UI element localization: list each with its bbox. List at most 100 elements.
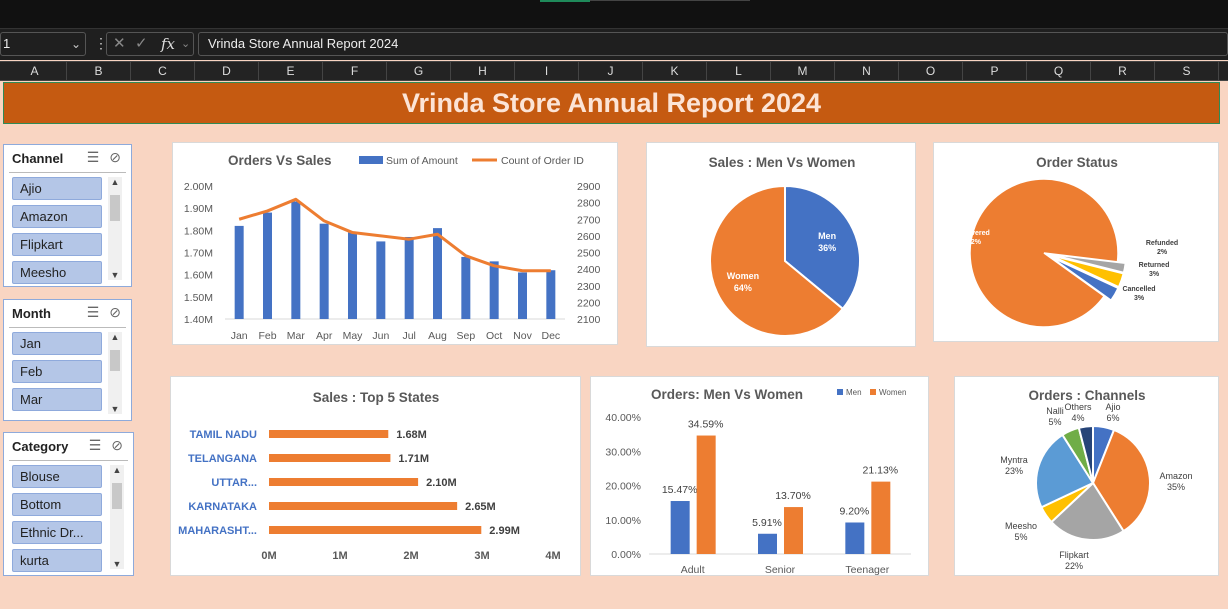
fx-button[interactable]: fx <box>161 35 176 53</box>
amount-bar[interactable] <box>376 241 386 319</box>
orders-channels-chart[interactable]: Orders : Channels Ajio 6% Amazon 35% Flipkar… <box>954 376 1219 576</box>
column-header-E[interactable]: E <box>259 62 323 81</box>
amount-bar[interactable] <box>461 256 471 319</box>
slicer-scrollbar[interactable]: ▲ ▼ <box>110 465 124 569</box>
scroll-up-icon[interactable]: ▲ <box>112 465 122 475</box>
scroll-thumb[interactable] <box>110 195 120 221</box>
cancel-icon[interactable]: ✕ <box>113 35 126 52</box>
amount-bar[interactable] <box>234 225 244 319</box>
amount-bar[interactable] <box>291 201 301 319</box>
state-bar[interactable] <box>269 502 458 510</box>
pie-slice-cancelled[interactable] <box>1050 256 1120 302</box>
bar-women[interactable] <box>696 435 716 554</box>
pie-slice-amazon[interactable] <box>1091 428 1151 533</box>
column-header-R[interactable]: R <box>1091 62 1155 81</box>
pie-slice-returned[interactable] <box>1051 254 1125 288</box>
clear-filter-icon[interactable]: ⊘ <box>109 304 121 320</box>
multi-select-icon[interactable]: ☰ <box>86 149 110 165</box>
scroll-up-icon[interactable]: ▲ <box>110 332 120 342</box>
check-icon[interactable]: ✓ <box>135 35 148 52</box>
bar-men[interactable] <box>670 501 690 554</box>
state-bar[interactable] <box>269 454 391 462</box>
multi-select-icon[interactable]: ☰ <box>86 304 110 320</box>
chevron-down-icon[interactable]: ⌄ <box>181 38 191 50</box>
column-header-Q[interactable]: Q <box>1027 62 1091 81</box>
amount-bar[interactable] <box>263 212 272 319</box>
slicer-scrollbar[interactable]: ▲ ▼ <box>108 177 122 280</box>
bar-women[interactable] <box>784 507 803 554</box>
slicer-item[interactable]: Amazon <box>12 205 102 228</box>
column-header-G[interactable]: G <box>387 62 451 81</box>
column-header-K[interactable]: K <box>643 62 707 81</box>
column-header-C[interactable]: C <box>131 62 195 81</box>
orders-vs-sales-chart[interactable]: Orders Vs Sales Sum of Amount Count of O… <box>172 142 618 345</box>
column-header-F[interactable]: F <box>323 62 387 81</box>
bar-men[interactable] <box>845 522 865 554</box>
scroll-thumb[interactable] <box>112 483 122 509</box>
pie-slice-men[interactable] <box>784 184 861 311</box>
slicer-scrollbar[interactable]: ▲ ▼ <box>108 332 122 414</box>
state-bar[interactable] <box>269 478 419 486</box>
amount-bar[interactable] <box>546 270 556 319</box>
slicer-item[interactable]: Feb <box>12 360 102 383</box>
category-slicer[interactable]: Category ☰⊘ Blouse Bottom Ethnic Dr... kurta ▲… <box>3 432 134 576</box>
amount-bar[interactable] <box>404 236 414 319</box>
amount-bar[interactable] <box>433 228 442 319</box>
slicer-item[interactable]: Bottom <box>12 493 102 516</box>
pie-slice-women[interactable] <box>709 184 845 337</box>
slicer-item[interactable]: Jan <box>12 332 102 355</box>
scroll-down-icon[interactable]: ▼ <box>112 559 122 569</box>
sales-men-women-chart[interactable]: Sales : Men Vs Women Men 36% Women 64% <box>646 142 916 347</box>
scroll-down-icon[interactable]: ▼ <box>110 404 120 414</box>
scroll-down-icon[interactable]: ▼ <box>110 270 120 280</box>
column-header-N[interactable]: N <box>835 62 899 81</box>
column-header-B[interactable]: B <box>67 62 131 81</box>
report-title[interactable]: Vrinda Store Annual Report 2024 <box>3 82 1220 124</box>
slicer-item[interactable]: Blouse <box>12 465 102 488</box>
order-status-chart[interactable]: Order Status Delivered 92% Refunded 2% Retur… <box>933 142 1219 342</box>
name-box[interactable]: 1 ⌄ <box>0 32 86 56</box>
column-header-H[interactable]: H <box>451 62 515 81</box>
amount-bar[interactable] <box>348 232 357 319</box>
slicer-item[interactable]: Mar <box>12 388 102 411</box>
slicer-item[interactable]: kurta <box>12 549 102 572</box>
column-header-S[interactable]: S <box>1155 62 1219 81</box>
amount-bar[interactable] <box>319 223 329 319</box>
pie-slice-flipkart[interactable] <box>1050 481 1125 541</box>
state-bar[interactable] <box>269 526 482 534</box>
pie-slice-refunded[interactable] <box>1051 253 1127 274</box>
amount-bar[interactable] <box>518 272 527 319</box>
formula-input[interactable]: Vrinda Store Annual Report 2024 <box>198 32 1228 56</box>
column-header-D[interactable]: D <box>195 62 259 81</box>
clear-filter-icon[interactable]: ⊘ <box>111 437 123 453</box>
column-header-L[interactable]: L <box>707 62 771 81</box>
pie-slice-myntra[interactable] <box>1035 433 1095 509</box>
scroll-thumb[interactable] <box>110 350 120 371</box>
multi-select-icon[interactable]: ☰ <box>88 437 112 453</box>
channel-slicer[interactable]: Channel ☰⊘ Ajio Amazon Flipkart Meesho ▲ ▼ <box>3 144 132 287</box>
column-header-J[interactable]: J <box>579 62 643 81</box>
more-options-icon[interactable]: ⋮ <box>94 35 108 51</box>
column-header-M[interactable]: M <box>771 62 835 81</box>
top-states-chart[interactable]: Sales : Top 5 States TAMIL NADU 1.68M TELA… <box>170 376 581 576</box>
slicer-item[interactable]: Ajio <box>12 177 102 200</box>
slicer-item[interactable]: Flipkart <box>12 233 102 256</box>
orders-line[interactable] <box>238 197 551 273</box>
amount-bar[interactable] <box>489 261 499 319</box>
pie-slice-delivered[interactable] <box>969 178 1119 328</box>
pie-slice-others[interactable] <box>1077 424 1094 484</box>
bar-women[interactable] <box>871 481 891 554</box>
column-header-A[interactable]: A <box>3 62 67 81</box>
slicer-item[interactable]: Ethnic Dr... <box>12 521 102 544</box>
state-bar[interactable] <box>269 430 389 438</box>
orders-men-women-chart[interactable]: Orders: Men Vs Women Men Women 40.00% 30.… <box>590 376 929 576</box>
month-slicer[interactable]: Month ☰⊘ Jan Feb Mar ▲ ▼ <box>3 299 132 421</box>
column-header-I[interactable]: I <box>515 62 579 81</box>
column-header-P[interactable]: P <box>963 62 1027 81</box>
bar-men[interactable] <box>758 533 777 554</box>
clear-filter-icon[interactable]: ⊘ <box>109 149 121 165</box>
chevron-down-icon[interactable]: ⌄ <box>70 37 81 51</box>
scroll-up-icon[interactable]: ▲ <box>110 177 120 187</box>
slicer-item[interactable]: Meesho <box>12 261 102 284</box>
column-header-O[interactable]: O <box>899 62 963 81</box>
